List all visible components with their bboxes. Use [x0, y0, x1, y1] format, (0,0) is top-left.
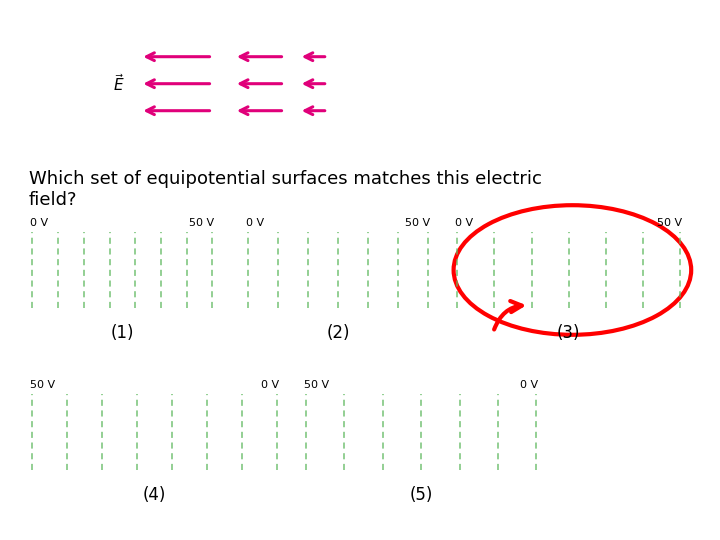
Text: Which set of equipotential surfaces matches this electric
field?: Which set of equipotential surfaces matc…	[29, 170, 541, 209]
Text: $\vec{E}$: $\vec{E}$	[113, 73, 125, 94]
Text: 50 V: 50 V	[189, 218, 215, 228]
Text: 0 V: 0 V	[521, 380, 539, 390]
Text: 0 V: 0 V	[30, 218, 48, 228]
Text: (5): (5)	[410, 486, 433, 504]
Text: 50 V: 50 V	[657, 218, 683, 228]
Text: 50 V: 50 V	[405, 218, 431, 228]
Text: 50 V: 50 V	[304, 380, 329, 390]
Text: 0 V: 0 V	[246, 218, 264, 228]
Text: (4): (4)	[143, 486, 166, 504]
Text: (2): (2)	[327, 324, 350, 342]
Text: 0 V: 0 V	[455, 218, 473, 228]
Text: (1): (1)	[111, 324, 134, 342]
Text: 0 V: 0 V	[261, 380, 279, 390]
Text: (3): (3)	[557, 324, 580, 342]
Text: 50 V: 50 V	[30, 380, 55, 390]
